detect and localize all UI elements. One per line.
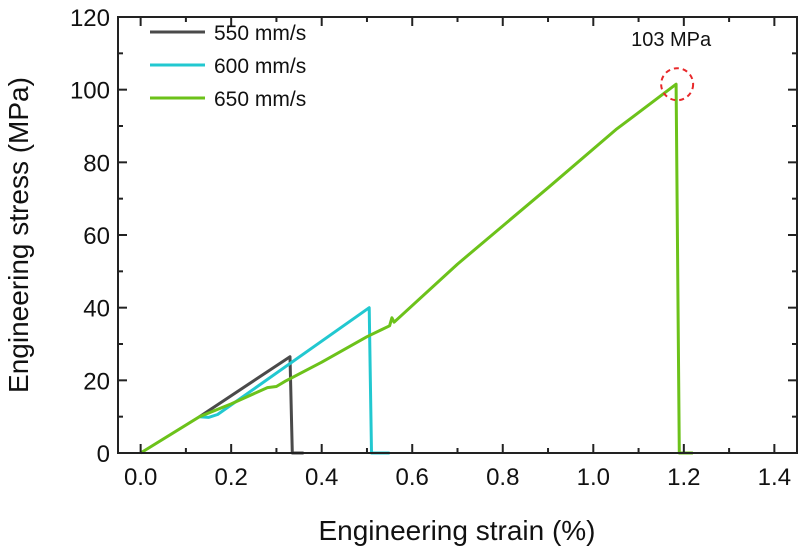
series-line-550-mm-s [198,355,304,455]
x-tick-label: 1.2 [667,464,700,491]
plot-frame [117,16,798,454]
peak-marker-circle [660,67,695,102]
x-tick-label: 1.4 [758,464,791,491]
x-tick-label: 0.4 [305,464,338,491]
y-tick-label: 80 [83,150,110,177]
peak-annotation: 103 MPa [631,29,712,51]
x-tick-label: 0.0 [124,464,157,491]
x-tick-label: 0.6 [396,464,429,491]
y-tick-label: 40 [83,296,110,323]
series-line-600-mm-s [199,306,390,455]
y-tick-label: 120 [70,5,110,32]
y-tick-label: 0 [97,441,110,468]
legend-label: 650 mm/s [214,88,306,111]
x-tick-label: 0.8 [486,464,519,491]
series-line-650-mm-s [139,82,693,455]
y-tick-label: 100 [70,78,110,105]
x-axis-label: Engineering strain (%) [318,515,595,546]
legend-label: 600 mm/s [214,55,306,78]
x-tick-label: 0.2 [214,464,247,491]
y-tick-label: 60 [83,223,110,250]
legend-label: 550 mm/s [214,22,306,45]
y-tick-label: 20 [83,368,110,395]
x-tick-label: 1.0 [577,464,610,491]
y-axis-label: Engineering stress (MPa) [3,77,34,393]
